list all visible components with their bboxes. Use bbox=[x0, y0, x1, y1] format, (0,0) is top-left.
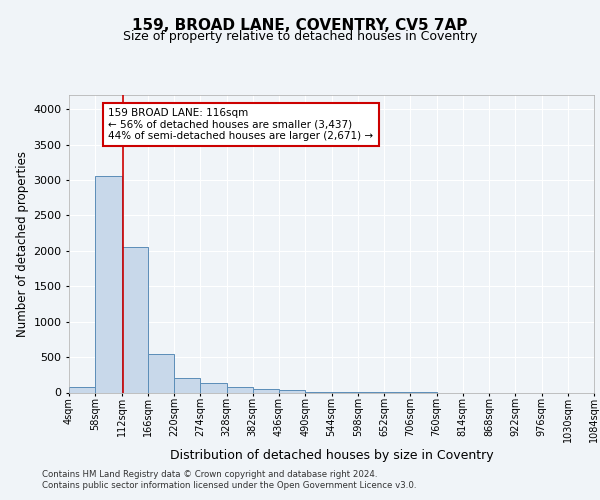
Bar bbox=[69, 387, 95, 392]
Text: Contains HM Land Registry data © Crown copyright and database right 2024.: Contains HM Land Registry data © Crown c… bbox=[42, 470, 377, 479]
X-axis label: Distribution of detached houses by size in Coventry: Distribution of detached houses by size … bbox=[170, 449, 493, 462]
Bar bbox=[200, 384, 227, 392]
Bar bbox=[174, 378, 200, 392]
Bar bbox=[227, 387, 253, 392]
Text: Contains public sector information licensed under the Open Government Licence v3: Contains public sector information licen… bbox=[42, 481, 416, 490]
Text: 159 BROAD LANE: 116sqm
← 56% of detached houses are smaller (3,437)
44% of semi-: 159 BROAD LANE: 116sqm ← 56% of detached… bbox=[109, 108, 373, 141]
Bar bbox=[279, 390, 305, 392]
Text: 159, BROAD LANE, COVENTRY, CV5 7AP: 159, BROAD LANE, COVENTRY, CV5 7AP bbox=[133, 18, 467, 32]
Bar bbox=[121, 246, 148, 392]
Y-axis label: Number of detached properties: Number of detached properties bbox=[16, 151, 29, 337]
Text: Size of property relative to detached houses in Coventry: Size of property relative to detached ho… bbox=[123, 30, 477, 43]
Bar bbox=[253, 389, 279, 392]
Bar bbox=[95, 176, 121, 392]
Bar bbox=[148, 354, 174, 393]
